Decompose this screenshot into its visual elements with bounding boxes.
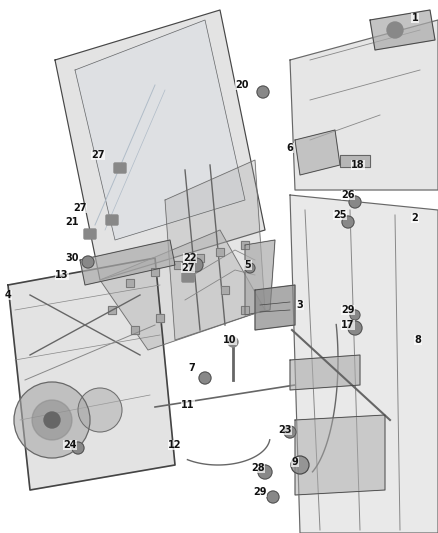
Bar [126, 279, 134, 287]
Text: 7: 7 [189, 363, 195, 373]
Bar [156, 314, 164, 322]
Polygon shape [295, 415, 385, 495]
Polygon shape [75, 20, 245, 240]
Text: 22: 22 [183, 253, 197, 263]
Bar [151, 268, 159, 276]
Circle shape [82, 256, 94, 268]
Circle shape [189, 258, 203, 272]
Text: 25: 25 [333, 210, 347, 220]
Bar [241, 306, 249, 314]
Bar [156, 314, 164, 322]
Text: 27: 27 [181, 263, 195, 273]
Circle shape [284, 426, 296, 438]
Text: 20: 20 [235, 80, 249, 90]
Bar [216, 248, 224, 256]
Text: 10: 10 [223, 335, 237, 345]
Bar [131, 326, 139, 334]
Circle shape [245, 263, 255, 273]
Bar [126, 279, 134, 287]
Text: 21: 21 [65, 217, 79, 227]
Bar [241, 241, 249, 249]
Text: 4: 4 [5, 290, 11, 300]
Text: 2: 2 [412, 213, 418, 223]
Polygon shape [8, 258, 175, 490]
Circle shape [387, 22, 403, 38]
Polygon shape [245, 240, 275, 315]
Polygon shape [290, 195, 438, 533]
Circle shape [349, 196, 361, 208]
Text: 24: 24 [63, 440, 77, 450]
Circle shape [291, 456, 309, 474]
Text: 28: 28 [251, 463, 265, 473]
Circle shape [14, 382, 90, 458]
Circle shape [44, 412, 60, 428]
Polygon shape [370, 10, 435, 50]
Bar [196, 254, 204, 262]
Circle shape [348, 321, 362, 335]
Bar [108, 306, 116, 314]
Bar [108, 306, 116, 314]
Text: 12: 12 [168, 440, 182, 450]
Bar [196, 254, 204, 262]
Circle shape [228, 337, 238, 347]
Text: 29: 29 [341, 305, 355, 315]
Text: 27: 27 [91, 150, 105, 160]
Text: 11: 11 [181, 400, 195, 410]
Bar [174, 261, 182, 269]
Circle shape [199, 372, 211, 384]
Polygon shape [100, 230, 265, 350]
Text: 5: 5 [245, 260, 251, 270]
Text: 18: 18 [351, 160, 365, 170]
Text: 27: 27 [73, 203, 87, 213]
Bar [151, 268, 159, 276]
Bar [216, 248, 224, 256]
FancyBboxPatch shape [182, 272, 194, 282]
Circle shape [267, 491, 279, 503]
Text: 6: 6 [286, 143, 293, 153]
Text: 23: 23 [278, 425, 292, 435]
Text: 13: 13 [55, 270, 69, 280]
Bar [241, 241, 249, 249]
Circle shape [342, 216, 354, 228]
Circle shape [350, 310, 360, 320]
Polygon shape [290, 20, 438, 190]
Circle shape [258, 465, 272, 479]
FancyBboxPatch shape [106, 215, 118, 225]
Polygon shape [165, 160, 265, 340]
Bar [241, 306, 249, 314]
Bar [221, 286, 229, 294]
FancyBboxPatch shape [114, 163, 126, 173]
Polygon shape [55, 10, 265, 280]
Circle shape [78, 388, 122, 432]
Circle shape [32, 400, 72, 440]
Circle shape [72, 442, 84, 454]
Bar [340, 155, 370, 167]
Bar [340, 155, 370, 167]
Text: 26: 26 [341, 190, 355, 200]
Bar [221, 286, 229, 294]
Text: 9: 9 [292, 457, 298, 467]
Text: 1: 1 [412, 13, 418, 23]
Polygon shape [290, 355, 360, 390]
FancyBboxPatch shape [84, 229, 96, 239]
Polygon shape [255, 285, 295, 330]
Text: 30: 30 [65, 253, 79, 263]
Text: 8: 8 [414, 335, 421, 345]
Polygon shape [295, 130, 340, 175]
Text: 17: 17 [341, 320, 355, 330]
Polygon shape [80, 240, 175, 285]
Bar [131, 326, 139, 334]
Circle shape [257, 86, 269, 98]
Bar [174, 261, 182, 269]
Text: 29: 29 [253, 487, 267, 497]
Text: 3: 3 [297, 300, 304, 310]
